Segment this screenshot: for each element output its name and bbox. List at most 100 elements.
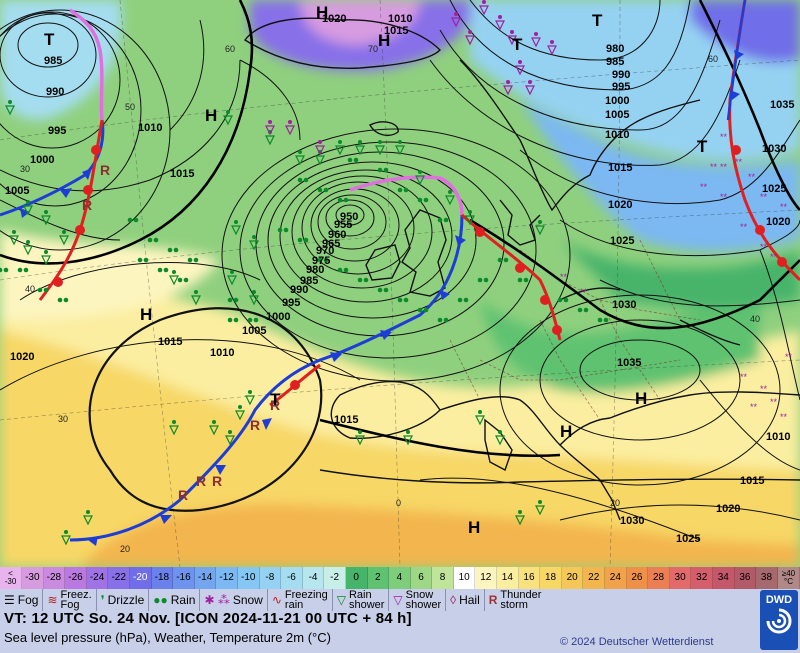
pressure-label: 1000	[30, 154, 54, 166]
scale-cell: 28	[648, 567, 670, 589]
low-center: T	[697, 137, 708, 156]
rain-icon	[283, 227, 289, 233]
rain-icon	[57, 297, 63, 303]
precip-dot-icon	[478, 410, 482, 414]
scale-cell: 24	[605, 567, 627, 589]
scale-cell: -12	[216, 567, 238, 589]
temp-label: 60	[225, 44, 235, 54]
scale-cell: -20	[129, 567, 152, 589]
snow-icon: **	[770, 252, 778, 262]
front-symbols	[20, 50, 787, 546]
rain-icon	[153, 237, 159, 243]
pressure-label: 1015	[158, 336, 182, 348]
precip-dot-icon	[252, 290, 256, 294]
pressure-centers: H H H H H H H T T T T T	[44, 3, 708, 537]
scale-cell: 38	[756, 567, 778, 589]
scale-cell: -6	[281, 567, 303, 589]
pressure-label: 955	[334, 219, 352, 231]
rain-shower-icon	[235, 410, 245, 421]
rain-icon	[303, 237, 309, 243]
thunderstorm-icon: R	[488, 593, 498, 607]
dwd-swirl-icon	[766, 608, 792, 634]
thunderstorm-icon: R	[178, 487, 188, 503]
legend-snow-shower-label-1: Snow	[405, 589, 434, 601]
rain-icon: ●●	[153, 593, 168, 607]
snow-shower-icon	[285, 125, 295, 136]
rain-icon	[193, 257, 199, 263]
scale-cell: -8	[259, 567, 282, 589]
precip-dot-icon	[234, 220, 238, 224]
scale-cell: 12	[475, 567, 498, 589]
pressure-label: 985	[300, 275, 318, 287]
country-borders	[449, 239, 701, 421]
thick-isobars	[0, 0, 800, 458]
rain-icon	[0, 267, 3, 273]
rain-icon	[343, 197, 349, 203]
pressure-label: 1030	[620, 515, 644, 527]
coastlines	[243, 17, 800, 521]
scale-cell: -30	[22, 567, 44, 589]
rain-shower-icon: ▽	[336, 593, 346, 607]
rain-icon	[233, 317, 239, 323]
snow-shower-icon	[479, 5, 489, 16]
rain-icon	[523, 277, 529, 283]
precip-dot-icon	[538, 500, 542, 504]
precip-dot-icon	[358, 140, 362, 144]
legend-snow: ✱ ⁂ Snow	[199, 589, 266, 611]
pressure-label: 990	[612, 69, 630, 81]
rain-shower-icon	[191, 295, 201, 306]
temp-label: 30	[20, 164, 30, 174]
scale-low-top: <	[8, 569, 13, 578]
pressure-labels: 985 990 995 1000 1005 1010 1015 1020 102…	[5, 13, 794, 545]
rain-icon	[3, 267, 9, 273]
freezing-rain-icon: ∿	[271, 593, 282, 607]
legend-rain-label: Rain	[170, 593, 196, 607]
rain-icon	[337, 197, 343, 203]
precip-dot-icon	[538, 220, 542, 224]
rain-icon	[317, 257, 323, 263]
pressure-label: 1000	[605, 95, 629, 107]
pressure-label: 995	[612, 81, 630, 93]
precip-dot-icon	[62, 230, 66, 234]
precip-dot-icon	[318, 140, 322, 144]
scale-cells: -30 -28 -26 -24 -22 -20 -18 -16 -14 -12 -10 -8 -6 -4-…	[22, 567, 778, 589]
precip-dot-icon	[238, 405, 242, 409]
precip-dot-icon	[418, 170, 422, 174]
rain-icon	[43, 287, 49, 293]
rain-icon	[137, 257, 143, 263]
rain-shower-icon	[231, 225, 241, 236]
precip-dot-icon	[26, 240, 30, 244]
rain-icon	[423, 197, 429, 203]
scale-low-end: < -30	[0, 567, 22, 589]
precip-dot-icon	[86, 510, 90, 514]
rain-shower-icon	[265, 135, 275, 146]
precip-dot-icon	[228, 430, 232, 434]
precip-dot-icon	[506, 80, 510, 84]
pressure-label: 1005	[242, 325, 266, 337]
pressure-label: 1025	[610, 235, 634, 247]
precip-dot-icon	[528, 80, 532, 84]
snow-icon: **	[700, 182, 708, 192]
rain-shower-icon	[315, 155, 325, 166]
precip-dot-icon	[172, 270, 176, 274]
rain-shower-icon	[245, 395, 255, 406]
rain-icon	[127, 217, 133, 223]
precip-dot-icon	[468, 30, 472, 34]
rain-icon	[247, 317, 253, 323]
rain-shower-icon	[249, 295, 259, 306]
legend-freezing-rain-label-1: Freezing	[284, 589, 328, 601]
rain-shower-icon	[225, 435, 235, 446]
rain-shower-icon	[5, 105, 15, 116]
legend-drizzle: ❜ Drizzle	[95, 589, 149, 611]
rain-icon	[337, 267, 343, 273]
precip-dot-icon	[226, 110, 230, 114]
legend-freezing-fog-label-1: Freez.	[60, 589, 92, 601]
rain-icon	[463, 297, 469, 303]
rain-shower-icon	[83, 515, 93, 526]
scale-cell: 0	[345, 567, 368, 589]
rain-shower-icon	[335, 145, 345, 156]
legend-freezing-fog-label-2: Fog	[60, 599, 80, 611]
legend-fog-label: Fog	[17, 593, 39, 607]
thunderstorm-icon: R	[100, 162, 110, 178]
rain-shower-icon	[465, 215, 475, 226]
